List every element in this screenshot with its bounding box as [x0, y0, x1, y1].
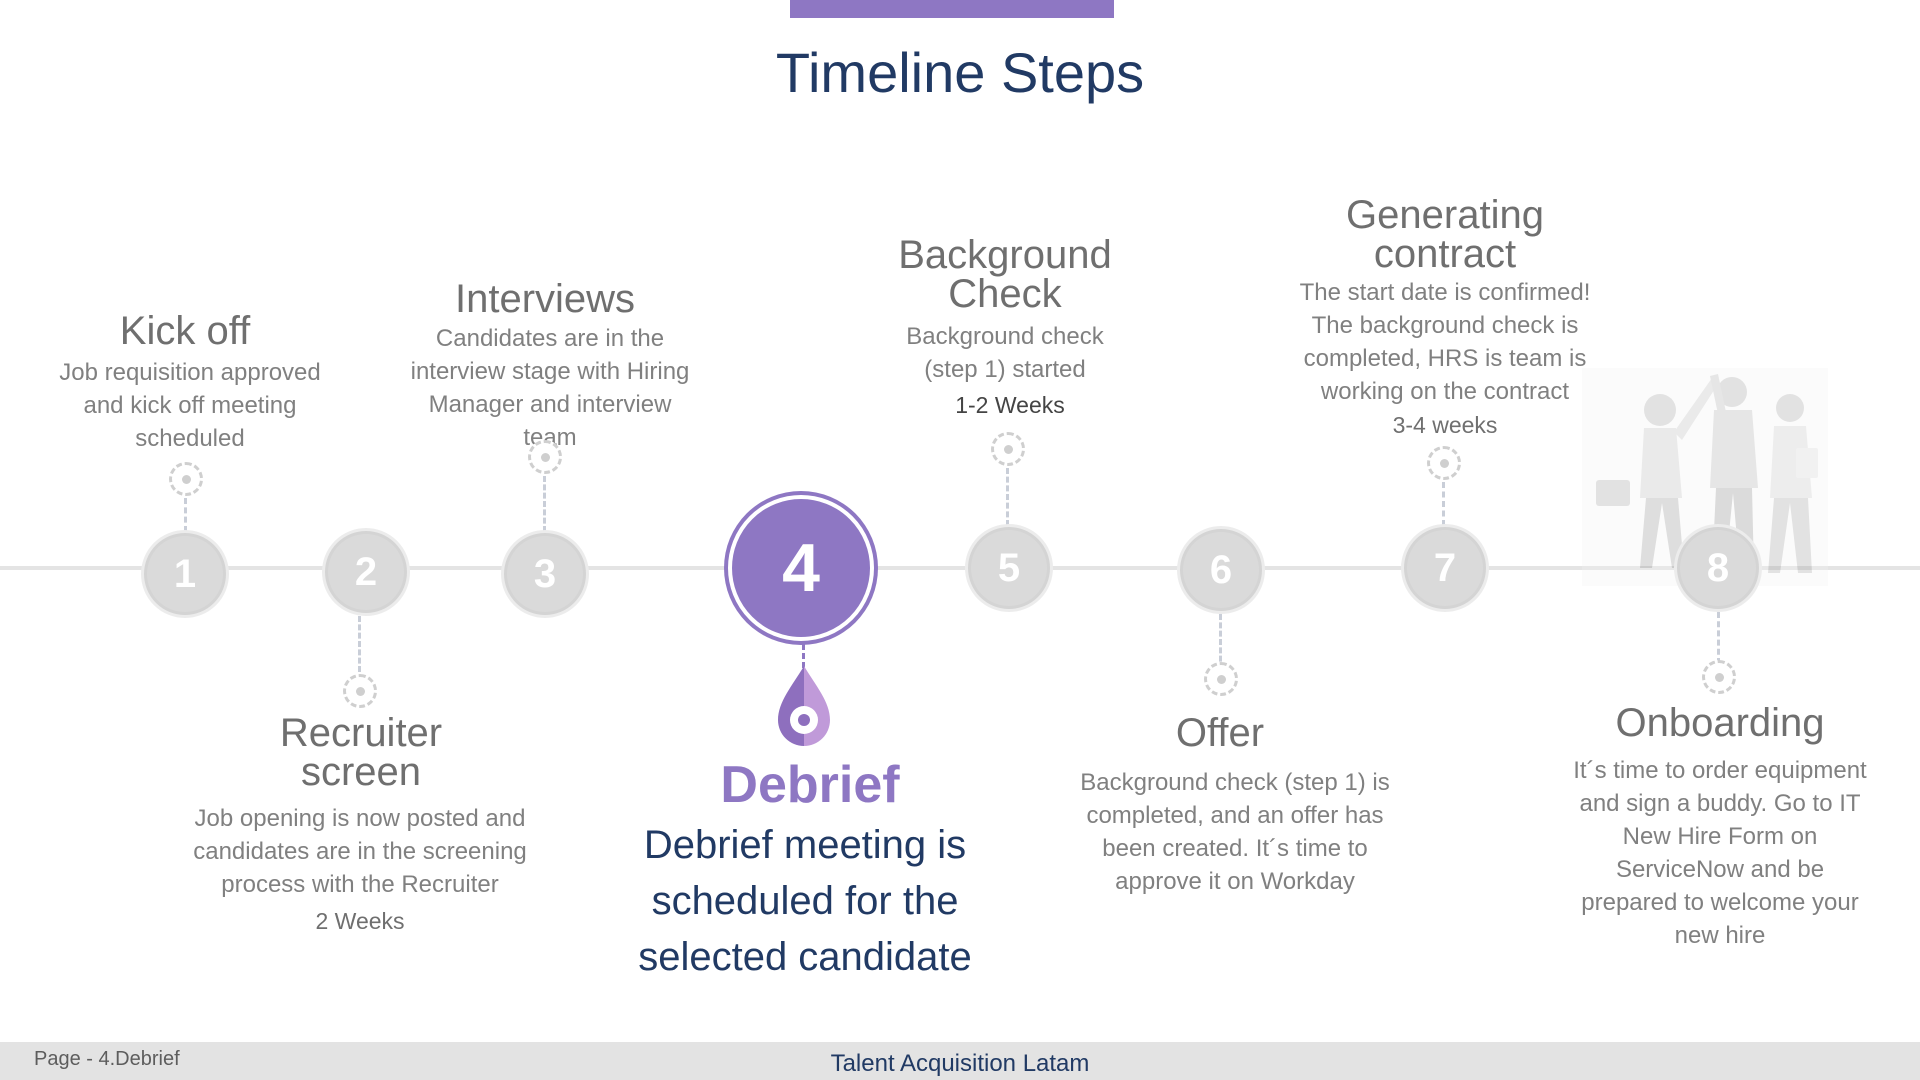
target-dot-icon	[343, 674, 377, 708]
step-2-circle[interactable]: 2	[322, 528, 410, 616]
step-6-circle[interactable]: 6	[1177, 526, 1265, 614]
step-7-circle[interactable]: 7	[1401, 524, 1489, 612]
target-dot-icon	[1427, 446, 1461, 480]
step-4-title-active: Debrief	[720, 756, 900, 814]
top-accent-bar	[790, 0, 1114, 18]
target-dot-icon	[169, 462, 203, 496]
page-title: Timeline Steps	[775, 41, 1145, 104]
step-5-description: Background check (step 1) started	[906, 323, 1104, 383]
target-dot-icon	[1702, 660, 1736, 694]
step-4-connector	[802, 644, 805, 668]
step-3-connector	[543, 476, 546, 532]
timeline-line	[0, 566, 1920, 570]
step-6-description: Background check (step 1) is completed, …	[1080, 769, 1390, 895]
step-2-title: Recruiter screen	[279, 711, 443, 794]
step-5-circle[interactable]: 5	[965, 524, 1053, 612]
step-5-title: Background Check	[898, 233, 1112, 316]
footer-bar: Page - 4.Debrief Talent Acquisition Lata…	[0, 1042, 1920, 1080]
step-8-description: It´s time to order equipment and sign a …	[1573, 757, 1867, 949]
step-3-description: Candidates are in the interview stage wi…	[410, 325, 690, 451]
step-5-duration: 1-2 Weeks	[955, 392, 1065, 418]
step-6-connector	[1219, 614, 1222, 670]
step-8-title: Onboarding	[1615, 701, 1825, 745]
step-8-connector	[1717, 612, 1720, 664]
target-dot-icon	[528, 440, 562, 474]
footer-brand: Talent Acquisition Latam	[830, 1050, 1090, 1077]
step-7-title: Generating contract	[1346, 193, 1544, 276]
step-1-circle[interactable]: 1	[141, 530, 229, 618]
step-1-title: Kick off	[119, 309, 251, 353]
target-dot-icon	[1204, 662, 1238, 696]
footer-page-label: Page - 4.Debrief	[34, 1048, 180, 1070]
step-7-duration: 3-4 weeks	[1392, 412, 1498, 438]
step-1-description: Job requisition approved and kick off me…	[59, 359, 321, 452]
step-5-connector	[1006, 468, 1009, 526]
step-3-circle[interactable]: 3	[501, 530, 589, 618]
step-7-connector	[1442, 482, 1445, 526]
target-dot-icon	[991, 432, 1025, 466]
step-7-description: The start date is confirmed! The backgro…	[1299, 279, 1591, 405]
step-4-description-active: Debrief meeting is scheduled for the sel…	[638, 823, 972, 979]
step-6-title: Offer	[1175, 711, 1265, 755]
step-2-description: Job opening is now posted and candidates…	[193, 805, 527, 898]
step-3-title: Interviews	[454, 277, 636, 321]
step-8-circle[interactable]: 8	[1674, 524, 1762, 612]
step-4-circle-active[interactable]: 4	[728, 495, 874, 641]
step-2-connector	[358, 616, 361, 672]
step-2-duration: 2 Weeks	[315, 908, 405, 934]
map-pin-icon	[778, 666, 830, 746]
step-1-connector	[184, 498, 187, 532]
